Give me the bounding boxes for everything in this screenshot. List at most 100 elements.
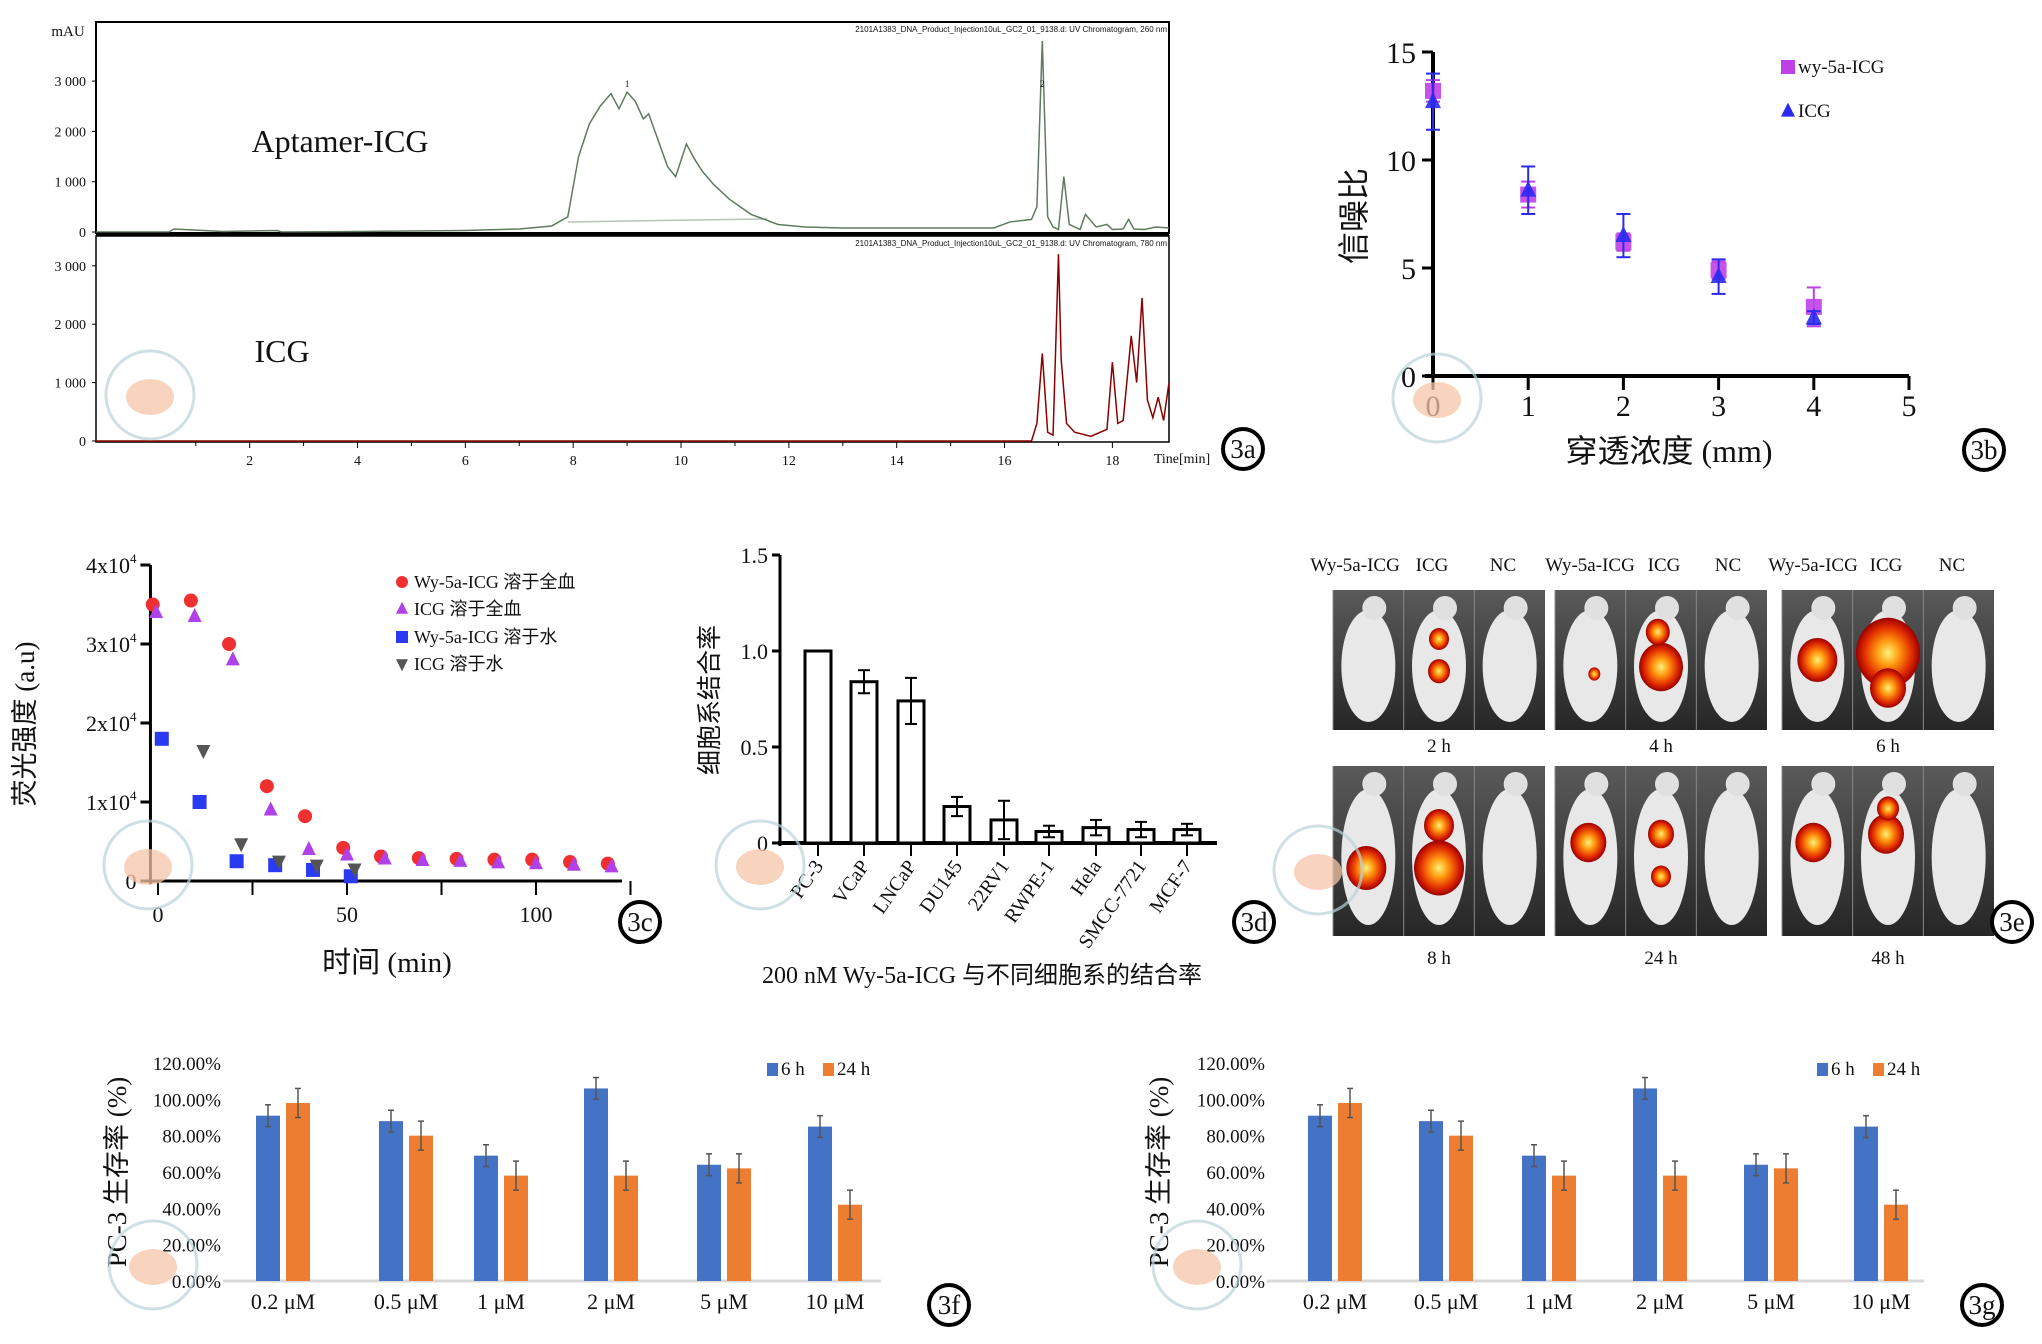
data-point bbox=[196, 745, 211, 760]
imaging-panel bbox=[1333, 766, 1545, 936]
y-tick-label: 1.5 bbox=[741, 543, 769, 568]
integration-baseline bbox=[567, 218, 768, 223]
y-tick-label: 3x104 bbox=[86, 630, 137, 657]
panel-tag: 3d bbox=[1241, 907, 1269, 937]
trace-label: Aptamer-ICG bbox=[251, 123, 428, 159]
x-tick-label: 1 bbox=[1521, 390, 1536, 423]
y-tick-label: 40.00% bbox=[162, 1199, 221, 1220]
legend-label: ICG bbox=[1798, 101, 1831, 122]
watermark-seal-icon bbox=[102, 819, 194, 911]
y-axis-label: mAU bbox=[51, 24, 85, 40]
watermark-seal-icon bbox=[1272, 824, 1364, 916]
data-point bbox=[222, 637, 237, 651]
timepoint-label: 8 h bbox=[1427, 948, 1451, 969]
mouse-head bbox=[1655, 596, 1679, 620]
data-point bbox=[340, 846, 354, 861]
panel-tag-circle bbox=[1232, 900, 1276, 944]
panel-tag: 3g bbox=[1969, 1290, 1996, 1320]
x-tick-label: 10 bbox=[674, 454, 688, 469]
legend-swatch bbox=[1817, 1063, 1828, 1076]
data-point bbox=[301, 841, 316, 855]
y-tick-label: 0 bbox=[757, 831, 768, 856]
x-tick-label: 16 bbox=[998, 454, 1012, 469]
panel-tag-circle bbox=[618, 900, 662, 944]
category-label: 1 μM bbox=[1525, 1289, 1573, 1314]
bar bbox=[409, 1135, 433, 1281]
watermark-seal-icon bbox=[104, 349, 196, 441]
bar bbox=[697, 1164, 721, 1281]
category-label: MCF-7 bbox=[1145, 856, 1197, 917]
timepoint-label: 24 h bbox=[1644, 948, 1678, 969]
data-point bbox=[309, 859, 324, 874]
data-point bbox=[1805, 308, 1822, 325]
bar bbox=[504, 1175, 528, 1281]
y-tick-label: 0 bbox=[79, 226, 86, 241]
category-label: 0.5 μM bbox=[1414, 1289, 1478, 1314]
fluorescence-signal bbox=[1570, 822, 1607, 863]
mouse-silhouette bbox=[1634, 789, 1688, 925]
imaging-panel bbox=[1782, 766, 1994, 936]
mouse-head bbox=[1882, 596, 1906, 620]
y-tick-label: 60.00% bbox=[162, 1163, 221, 1184]
peak-label: 1 bbox=[625, 79, 630, 89]
watermark-map-icon bbox=[129, 1249, 177, 1285]
x-tick-label: 4 bbox=[1806, 390, 1821, 423]
trace-label: ICG bbox=[254, 333, 309, 369]
legend-label: Wy-5a-ICG 溶于全血 bbox=[414, 572, 575, 592]
mouse-silhouette bbox=[1482, 610, 1537, 722]
bar bbox=[1522, 1155, 1546, 1281]
timepoint-label: 2 h bbox=[1427, 736, 1451, 757]
fluorescence-signal bbox=[1856, 617, 1920, 689]
x-tick-label: 3 bbox=[1711, 390, 1726, 423]
x-tick-label: 12 bbox=[782, 454, 796, 469]
data-point bbox=[192, 795, 207, 809]
mouse-head bbox=[1952, 596, 1977, 620]
mouse-silhouette bbox=[1341, 610, 1396, 722]
data-point bbox=[183, 593, 198, 608]
bar bbox=[1419, 1121, 1443, 1281]
data-point bbox=[263, 801, 278, 816]
x-axis-label: Tine[min] bbox=[1154, 452, 1210, 467]
mouse-head bbox=[1725, 772, 1750, 796]
panel-tag-circle bbox=[1221, 427, 1265, 471]
bar bbox=[1854, 1126, 1878, 1281]
group-header: NC bbox=[1939, 555, 1965, 576]
category-label: VCaP bbox=[829, 856, 874, 908]
fluorescence-signal bbox=[1588, 667, 1601, 681]
bar bbox=[849, 680, 879, 845]
y-tick-label: 4x104 bbox=[86, 551, 137, 578]
y-tick-label: 120.00% bbox=[153, 1054, 221, 1075]
watermark-map-icon bbox=[124, 849, 172, 885]
panel-tag-circle bbox=[1960, 1283, 2004, 1327]
data-point bbox=[259, 779, 274, 794]
panel-tag-circle bbox=[1990, 900, 2034, 944]
y-tick-exponent: 4 bbox=[130, 551, 137, 566]
group-header: Wy-5a-ICG bbox=[1310, 555, 1400, 576]
mouse-head bbox=[1952, 772, 1977, 796]
x-tick-label: 50 bbox=[336, 902, 358, 927]
x-tick-label: 6 bbox=[462, 454, 469, 469]
data-point bbox=[154, 731, 169, 746]
category-label: DU145 bbox=[915, 856, 967, 917]
y-tick-label: 120.00% bbox=[1197, 1054, 1265, 1075]
legend-marker bbox=[396, 601, 408, 614]
y-tick-exponent: 4 bbox=[130, 630, 137, 645]
y-axis-label: 信噪比 bbox=[1336, 168, 1372, 264]
x-tick-label: 8 bbox=[570, 454, 577, 469]
mouse-head bbox=[1584, 596, 1609, 620]
fluorescence-signal bbox=[1877, 796, 1899, 821]
data-point bbox=[298, 809, 313, 824]
bar bbox=[584, 1088, 608, 1281]
panel-tag-circle bbox=[1962, 428, 2006, 472]
legend-marker bbox=[396, 576, 408, 588]
data-point bbox=[271, 855, 286, 870]
fluorescence-signal bbox=[1346, 846, 1387, 890]
fluorescence-signal bbox=[1870, 668, 1906, 708]
bar bbox=[1338, 1102, 1362, 1281]
category-label: LNCaP bbox=[869, 856, 921, 918]
chart-caption: 200 nM Wy-5a-ICG 与不同细胞系的结合率 bbox=[762, 962, 1202, 989]
bar bbox=[1663, 1175, 1687, 1281]
legend-label: 24 h bbox=[1887, 1059, 1921, 1080]
group-header: NC bbox=[1490, 555, 1516, 576]
